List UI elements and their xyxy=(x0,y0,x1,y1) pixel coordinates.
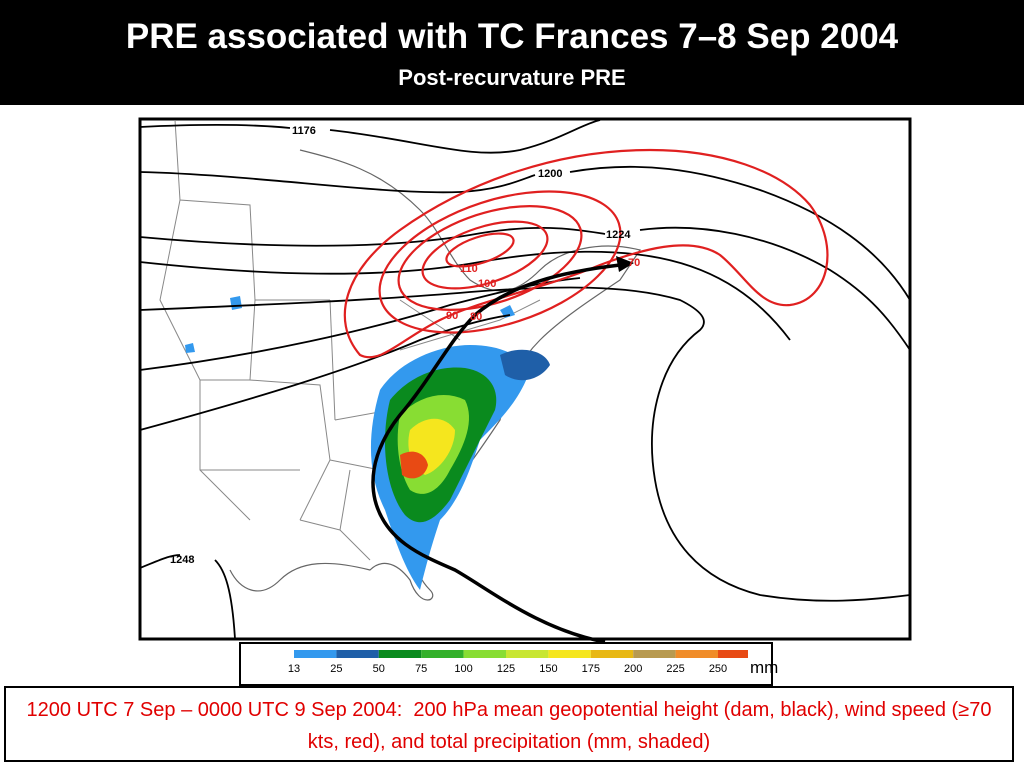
colorbar-segment xyxy=(506,650,549,658)
colorbar: 13 25 50 75 100 125 150 175 200 225 250 xyxy=(255,650,748,675)
map-figure: 1176 1200 1224 1248 110 100 90 80 70 13 2… xyxy=(138,117,912,686)
precipitation xyxy=(185,296,550,590)
height-label: 1200 xyxy=(538,168,562,180)
wind-label: 70 xyxy=(628,257,640,269)
colorbar-tick-label: 25 xyxy=(330,663,342,675)
colorbar-tick-label: 100 xyxy=(454,663,472,675)
height-label: 1176 xyxy=(292,125,316,137)
height-label: 1248 xyxy=(170,554,194,566)
track-arrow xyxy=(616,256,634,272)
colorbar-unit: mm xyxy=(750,658,778,677)
contour-labels: 1176 1200 1224 1248 110 100 90 80 70 xyxy=(170,125,640,566)
colorbar-tick-label: 150 xyxy=(539,663,557,675)
colorbar-segment xyxy=(548,650,591,658)
colorbar-segment xyxy=(294,650,337,658)
colorbar-tick-label: 75 xyxy=(415,663,427,675)
colorbar-segment xyxy=(633,650,676,658)
wind-label: 100 xyxy=(478,278,496,290)
wind-label: 90 xyxy=(446,310,458,322)
colorbar-segment xyxy=(421,650,464,658)
colorbar-segment xyxy=(336,650,379,658)
colorbar-segment xyxy=(255,650,294,658)
height-label: 1224 xyxy=(606,229,631,241)
caption: 1200 UTC 7 Sep – 0000 UTC 9 Sep 2004: 20… xyxy=(4,686,1014,762)
wind-label: 80 xyxy=(470,311,482,323)
title-bar: PRE associated with TC Frances 7–8 Sep 2… xyxy=(0,0,1024,105)
colorbar-tick-label: 200 xyxy=(624,663,642,675)
wind-label: 110 xyxy=(460,263,478,275)
title: PRE associated with TC Frances 7–8 Sep 2… xyxy=(125,17,899,56)
colorbar-tick-label: 50 xyxy=(373,663,385,675)
colorbar-segment xyxy=(718,650,748,658)
subtitle: Post-recurvature PRE xyxy=(398,65,626,90)
wind-contours xyxy=(343,148,829,359)
colorbar-segment xyxy=(378,650,422,658)
colorbar-segment xyxy=(590,650,634,658)
colorbar-segment xyxy=(463,650,506,658)
storm-track xyxy=(371,263,621,644)
colorbar-tick-label: 250 xyxy=(709,663,727,675)
colorbar-tick-label: 13 xyxy=(288,663,300,675)
colorbar-tick-label: 225 xyxy=(666,663,684,675)
colorbar-tick-label: 125 xyxy=(497,663,515,675)
colorbar-segment xyxy=(675,650,718,658)
colorbar-tick-label: 175 xyxy=(582,663,600,675)
